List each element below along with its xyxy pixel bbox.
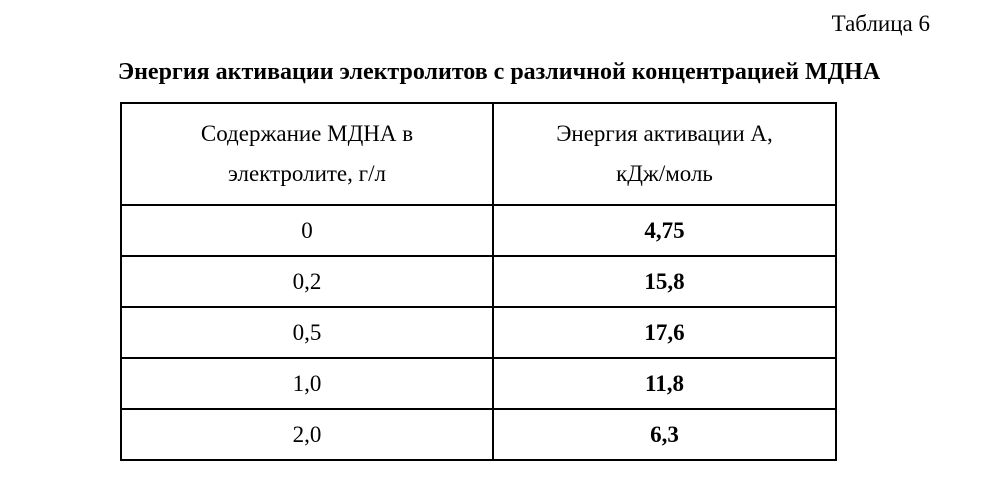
energy-cell: 4,75 — [492, 204, 837, 257]
header-concentration: Содержание МДНА в электролите, г/л — [120, 102, 494, 206]
header-concentration-line1: Содержание МДНА в — [200, 121, 414, 146]
table-number: Таблица 6 — [831, 11, 930, 36]
energy-cell: 15,8 — [492, 255, 837, 308]
table-row: 0,5 17,6 — [120, 306, 837, 359]
data-table: Содержание МДНА в электролите, г/л Энерг… — [120, 102, 837, 461]
concentration-cell: 0,2 — [120, 255, 494, 308]
concentration-cell: 0,5 — [120, 306, 494, 359]
table-title: Энергия активации электролитов с различн… — [117, 59, 881, 85]
table-row: 2,0 6,3 — [120, 408, 837, 461]
energy-cell: 11,8 — [492, 357, 837, 410]
header-concentration-line2: электролите, г/л — [228, 161, 386, 186]
header-energy-line2: кДж/моль — [616, 161, 713, 186]
header-energy-line1: Энергия активации А, — [556, 121, 773, 146]
concentration-cell: 0 — [120, 204, 494, 257]
table-row: 0 4,75 — [120, 204, 837, 257]
energy-cell: 6,3 — [492, 408, 837, 461]
energy-cell: 17,6 — [492, 306, 837, 359]
table-row: 1,0 11,8 — [120, 357, 837, 410]
concentration-cell: 1,0 — [120, 357, 494, 410]
table-row: 0,2 15,8 — [120, 255, 837, 308]
header-activation-energy: Энергия активации А, кДж/моль — [492, 102, 837, 206]
header-row: Содержание МДНА в электролите, г/л Энерг… — [120, 102, 837, 206]
concentration-cell: 2,0 — [120, 408, 494, 461]
